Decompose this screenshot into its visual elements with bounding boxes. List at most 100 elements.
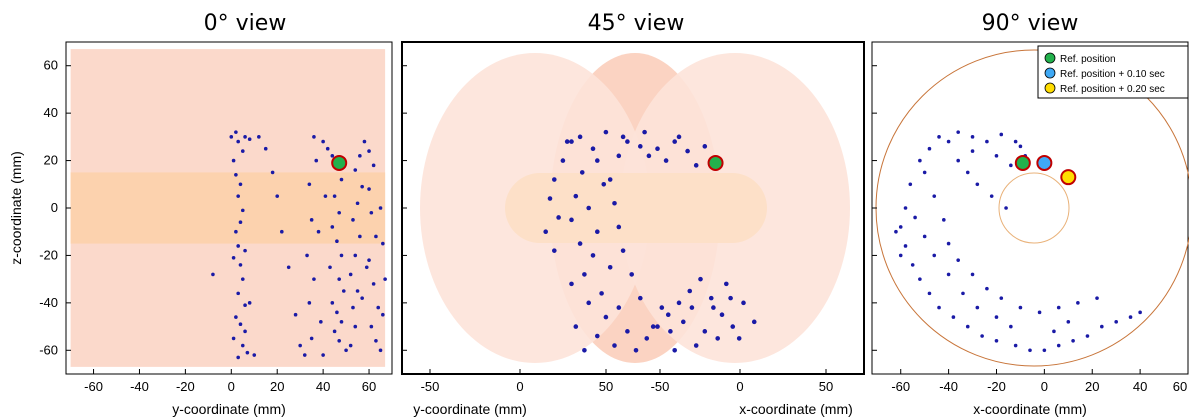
panel-45-xlabel-left: y-coordinate (mm) xyxy=(413,401,527,417)
panel-0-point xyxy=(319,320,323,324)
panel-0-point xyxy=(275,194,280,198)
panel-90-point xyxy=(1128,315,1133,319)
panel-45-point xyxy=(676,300,682,306)
panel-45-point xyxy=(625,329,630,334)
panel-0-point xyxy=(371,282,376,286)
panel-0-point xyxy=(280,229,284,234)
panel-0-xtick-label: 40 xyxy=(316,379,330,394)
panel-45-points xyxy=(543,129,757,353)
panel-90-point xyxy=(1037,310,1042,315)
panel-90-point xyxy=(894,229,898,234)
panel-45-point xyxy=(595,158,600,163)
panel-45-point xyxy=(569,281,574,287)
panel-0-point xyxy=(309,218,314,222)
panel-0-point xyxy=(307,301,312,305)
panel-90-point xyxy=(994,339,999,343)
panel-45-point xyxy=(582,347,587,353)
panel-0-point xyxy=(381,241,385,246)
panel-45-point xyxy=(577,241,583,246)
panel-45-point xyxy=(573,324,579,329)
panel-90-x-ticks: -60 -40 -20 0 20 40 60 xyxy=(891,369,1189,394)
panel-0-xlabel: y-coordinate (mm) xyxy=(172,401,286,417)
panel-0-band-zone xyxy=(70,172,386,244)
panel-90-ref-marker xyxy=(1060,169,1077,186)
panel-90-point xyxy=(937,135,941,139)
panel-0-point xyxy=(307,182,312,187)
panel-0-ytick-label: -20 xyxy=(39,247,58,262)
panel-0-point xyxy=(238,182,243,187)
panel-0-point xyxy=(243,248,247,253)
panel-45-point xyxy=(702,144,708,149)
panel-0-point xyxy=(376,305,381,310)
panel-90-point xyxy=(1009,324,1013,329)
panel-90-point xyxy=(942,218,946,222)
panel-90-point xyxy=(975,182,980,187)
panel-45-point xyxy=(577,134,583,140)
panel-0-point xyxy=(238,263,243,267)
panel-45-band-zone xyxy=(505,173,767,243)
panel-0-point xyxy=(367,258,371,262)
panel-45-point xyxy=(638,295,643,301)
panel-90-point xyxy=(1056,343,1061,348)
panel-0-ytick-label: 40 xyxy=(44,105,58,120)
panel-0-point xyxy=(339,320,344,324)
panel-0-point xyxy=(270,170,275,175)
panel-0-point xyxy=(358,234,362,239)
panel-0-point xyxy=(231,255,236,260)
panel-45-point xyxy=(672,139,677,144)
panel-0-point xyxy=(358,154,362,158)
panel-90-xlabel: x-coordinate (mm) xyxy=(973,401,1087,417)
panel-90-point xyxy=(946,139,951,144)
panel-0-point xyxy=(236,194,240,198)
panel-90-point xyxy=(927,291,932,296)
panel-45-point xyxy=(638,144,643,149)
panel-0-point xyxy=(312,135,316,139)
panel-45-point xyxy=(547,196,553,201)
panel-0-point xyxy=(229,135,234,139)
panel-90-point xyxy=(994,315,999,319)
panel-90-point xyxy=(1100,324,1104,329)
panel-90-point xyxy=(994,154,999,158)
panel-45-point xyxy=(601,181,607,187)
panel-45-xtick-label: 50 xyxy=(599,379,613,394)
panel-90-points xyxy=(894,130,1142,353)
panel-0-ylabel: z-coordinate (mm) xyxy=(8,151,24,265)
panel-0-point xyxy=(286,265,291,270)
panel-45-point xyxy=(620,248,626,253)
panel-90-inner-ring xyxy=(998,172,1070,244)
panel-0-point xyxy=(381,312,385,317)
panel-0-point xyxy=(234,315,238,319)
panel-90-ref-marker xyxy=(1036,154,1053,171)
panel-45-point xyxy=(719,312,725,318)
panel-0-point xyxy=(339,177,344,182)
panel-90-point xyxy=(965,324,970,329)
panel-45-point xyxy=(736,336,742,341)
panel-0-point xyxy=(355,289,360,293)
panel-45-xtick-label: 0 xyxy=(516,379,523,394)
panel-90-xtick-label: -60 xyxy=(891,379,910,394)
panel-0-xtick-label: 0 xyxy=(228,379,235,394)
panel-90-title: 90° view xyxy=(982,11,1079,36)
panel-0-point xyxy=(341,289,346,293)
panel-0-title: 0° view xyxy=(204,11,287,36)
panel-45-point xyxy=(564,139,570,144)
panel-45-point xyxy=(603,314,609,320)
panel-0-point xyxy=(234,130,238,134)
panel-0-point xyxy=(240,208,245,213)
panel-90-point xyxy=(1013,343,1018,348)
panel-0-point xyxy=(298,343,302,348)
panel-45-point xyxy=(595,333,600,339)
panel-0-point xyxy=(234,173,238,177)
panel-45-xlabel-right: x-coordinate (mm) xyxy=(739,401,853,417)
panel-45-point xyxy=(663,158,669,163)
panel-45-point xyxy=(586,205,591,211)
panel-45-point xyxy=(629,272,634,277)
panel-0-point xyxy=(231,336,236,341)
panel-0-point xyxy=(309,336,314,341)
panel-0-point xyxy=(344,348,348,353)
panel-45-point xyxy=(650,324,656,329)
panel-0-point xyxy=(383,277,387,281)
panel-45-point xyxy=(672,347,677,353)
panel-0-point xyxy=(316,229,321,234)
